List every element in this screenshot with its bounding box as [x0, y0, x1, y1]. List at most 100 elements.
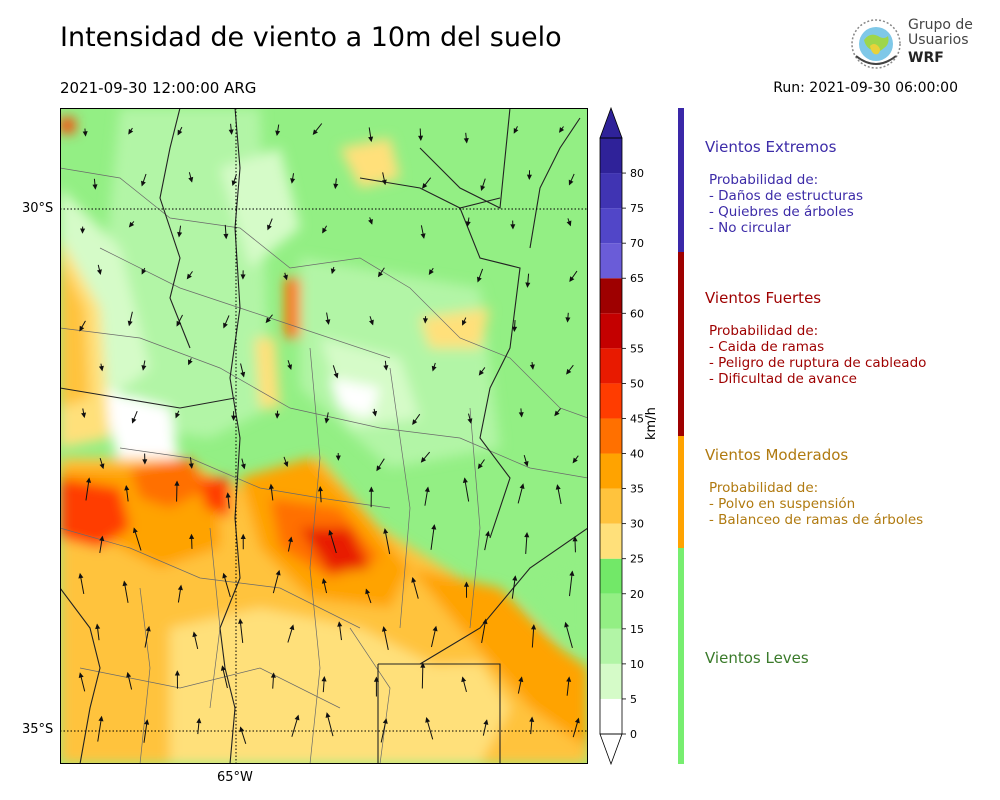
- wind-map: [60, 108, 588, 764]
- wind-arrow-head: [525, 282, 531, 288]
- wind-arrow-head: [381, 179, 387, 186]
- wind-arrow-head: [518, 676, 524, 683]
- colorbar-min-extension: [599, 733, 623, 766]
- wind-arrow-head: [312, 129, 318, 136]
- wind-arrow-head: [144, 719, 150, 725]
- wind-arrow-head: [477, 463, 483, 470]
- wind-arrow-head: [270, 672, 276, 678]
- wind-arrow-head: [196, 717, 202, 724]
- run-time: Run: 2021-09-30 06:00:00: [773, 80, 958, 96]
- wind-arrow-head: [465, 221, 471, 227]
- wind-arrow-head: [127, 320, 133, 327]
- category-band-fuertes: [678, 252, 684, 436]
- wind-arrow-head: [177, 231, 183, 238]
- desc-line: - No circular: [709, 220, 791, 236]
- desc-line: - Balanceo de ramas de árboles: [709, 512, 924, 528]
- wind-arrow-head: [275, 130, 281, 137]
- wind-arrow-head: [328, 529, 334, 536]
- wind-arrow-head: [383, 528, 389, 534]
- wind-arrow-head: [128, 221, 135, 228]
- wind-arrow-head: [373, 676, 379, 682]
- lat-label-30s: 30°S: [22, 201, 54, 216]
- wind-arrow-head: [431, 524, 437, 530]
- desc-line: - Caida de ramas: [709, 339, 825, 355]
- wind-arrow-head: [80, 228, 86, 234]
- wind-arrow-head: [188, 359, 193, 366]
- colorbar-tick-label: 55: [630, 342, 644, 355]
- wind-arrow-head: [175, 412, 180, 419]
- wind-arrow-head: [177, 129, 183, 136]
- wind-arrow-head: [569, 276, 575, 283]
- wind-arrow-head: [411, 576, 417, 583]
- desc-line: Probabilidad de:: [709, 480, 819, 496]
- wind-arrow-head: [79, 325, 85, 332]
- wind-arrow: [430, 525, 435, 550]
- wind-arrow-head: [192, 631, 198, 638]
- wind-arrow-head: [523, 460, 529, 467]
- wind-arrow-head: [485, 530, 491, 537]
- colorbar-tick-label: 80: [630, 167, 644, 180]
- wind-arrow-head: [424, 486, 430, 493]
- wind-arrow-head: [122, 580, 128, 587]
- wind-arrow-head: [513, 127, 519, 134]
- wind-arrow-head: [420, 662, 426, 668]
- colorbar-tick-label: 0: [630, 728, 637, 741]
- lat-label-35s: 35°S: [22, 722, 54, 737]
- wind-arrow-head: [463, 138, 469, 144]
- wind-arrow-head: [383, 365, 389, 371]
- wind-arrow: [384, 529, 391, 555]
- wrf-users-logo: Grupo de Usuarios WRF: [848, 16, 978, 76]
- category-desc-moderados: Probabilidad de: - Polvo en suspensión -…: [709, 480, 923, 528]
- wind-arrow-head: [330, 268, 336, 275]
- wind-arrow-head: [519, 483, 525, 490]
- wind-arrow-head: [461, 676, 467, 683]
- wind-arrow-head: [529, 364, 535, 370]
- colorbar-tick-label: 75: [630, 202, 644, 215]
- colorbar-segment: [600, 383, 622, 419]
- colorbar-tick-label: 45: [630, 412, 644, 425]
- colorbar-max-extension: [599, 106, 623, 139]
- globe-seal-icon: [851, 19, 901, 69]
- colorbar-tick-label: 35: [630, 483, 644, 496]
- wind-arrow-head: [531, 624, 537, 630]
- colorbar-tick-label: 5: [630, 693, 637, 706]
- wind-arrow-head: [431, 365, 437, 372]
- wind-arrow-head: [131, 417, 137, 424]
- wind-arrow-head: [265, 317, 271, 324]
- wind-arrow-head: [128, 128, 134, 135]
- colorbar-segment: [600, 523, 622, 559]
- desc-line: - Polvo en suspensión: [709, 496, 856, 512]
- colorbar-tick-label: 20: [630, 588, 644, 601]
- wind-arrow-head: [99, 463, 105, 470]
- wind-arrow-head: [141, 180, 146, 187]
- wind-arrow-head: [368, 136, 374, 143]
- colorbar-segment: [600, 138, 622, 174]
- wind-arrow-head: [322, 227, 327, 234]
- colorbar-tick-label: 30: [630, 518, 644, 531]
- colorbar: 0 5 10 15 20 25 30 35 40 45 50 55 60 65 70 75 80: [595, 106, 680, 772]
- wind-arrow-head: [81, 412, 87, 419]
- wind-arrow-head: [294, 714, 300, 721]
- wind-arrow-head: [239, 726, 245, 733]
- wind-arrow-head: [220, 665, 226, 671]
- wind-arrow-head: [566, 676, 572, 682]
- colorbar-tick-label: 40: [630, 448, 644, 461]
- colorbar-segment: [600, 313, 622, 349]
- wind-arrow-head: [188, 463, 194, 469]
- wind-arrow-head: [86, 477, 92, 483]
- wind-arrow-head: [555, 484, 561, 490]
- wind-arrow-head: [240, 371, 246, 378]
- colorbar-segment: [600, 593, 622, 629]
- wind-arrow-head: [289, 624, 295, 631]
- wind-arrow-head: [231, 415, 237, 421]
- wind-arrow-head: [92, 184, 98, 190]
- wind-arrow-head: [467, 418, 473, 424]
- desc-line: Probabilidad de:: [709, 172, 819, 188]
- colorbar-segment: [600, 453, 622, 489]
- colorbar-segment: [600, 663, 622, 699]
- colorbar-tick-label: 15: [630, 623, 644, 636]
- wind-arrow-head: [461, 319, 467, 326]
- wind-arrow-head: [189, 533, 195, 540]
- wind-arrow-head: [240, 274, 246, 280]
- wind-arrow-head: [337, 621, 343, 627]
